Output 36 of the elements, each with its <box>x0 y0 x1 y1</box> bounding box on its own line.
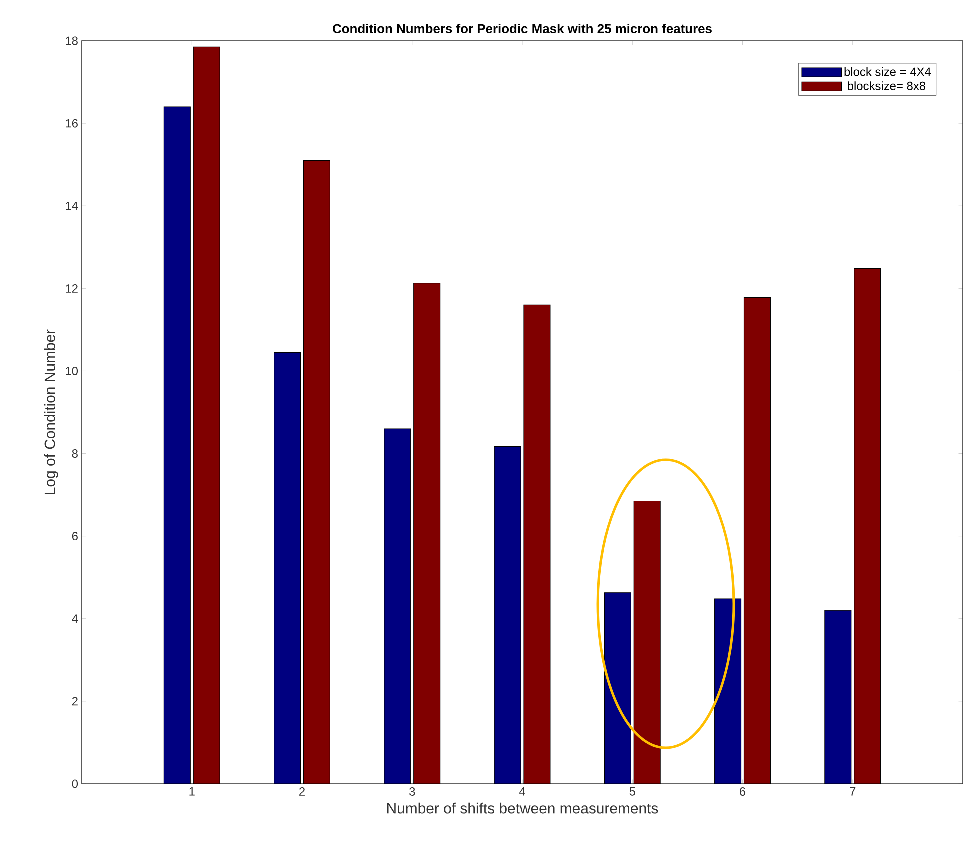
y-tick-label: 2 <box>72 697 78 706</box>
bar <box>384 428 412 784</box>
x-tick-label: 4 <box>519 788 526 796</box>
bar <box>494 446 522 784</box>
x-tick-label: 3 <box>410 788 416 796</box>
x-tick-label: 2 <box>300 788 305 796</box>
y-tick-label: 4 <box>72 614 78 623</box>
bar <box>193 46 220 784</box>
bar <box>744 297 771 784</box>
x-tick-label: 1 <box>190 788 195 796</box>
y-tick-label: 6 <box>72 532 78 541</box>
y-tick-label: 0 <box>72 780 78 788</box>
y-tick-label: 14 <box>66 202 78 210</box>
bar <box>414 282 441 784</box>
bar <box>303 160 330 784</box>
bar <box>634 500 661 784</box>
bar <box>164 106 191 784</box>
y-tick-label: 8 <box>72 450 78 458</box>
x-tick-label: 5 <box>630 788 636 796</box>
bar <box>604 592 632 784</box>
legend-label: block size = 4X4 <box>844 67 932 76</box>
bar <box>274 352 302 784</box>
x-tick-label: 7 <box>850 788 856 796</box>
legend-label: blocksize= 8x8 <box>848 82 926 90</box>
y-tick-label: 10 <box>66 366 78 376</box>
chart-title: Condition Numbers for Periodic Mask with 25 micron features <box>333 24 712 34</box>
x-axis-title: Number of shifts between measurements <box>388 802 658 814</box>
bar <box>714 598 742 784</box>
y-axis-title: Log of Condition Number <box>44 330 58 494</box>
y-tick-label: 16 <box>66 119 78 128</box>
bar <box>854 268 882 784</box>
x-tick-label: 6 <box>740 788 746 796</box>
y-tick-label: 18 <box>66 36 78 46</box>
y-tick-label: 12 <box>66 284 78 293</box>
bar <box>524 304 551 784</box>
bar <box>824 610 852 784</box>
